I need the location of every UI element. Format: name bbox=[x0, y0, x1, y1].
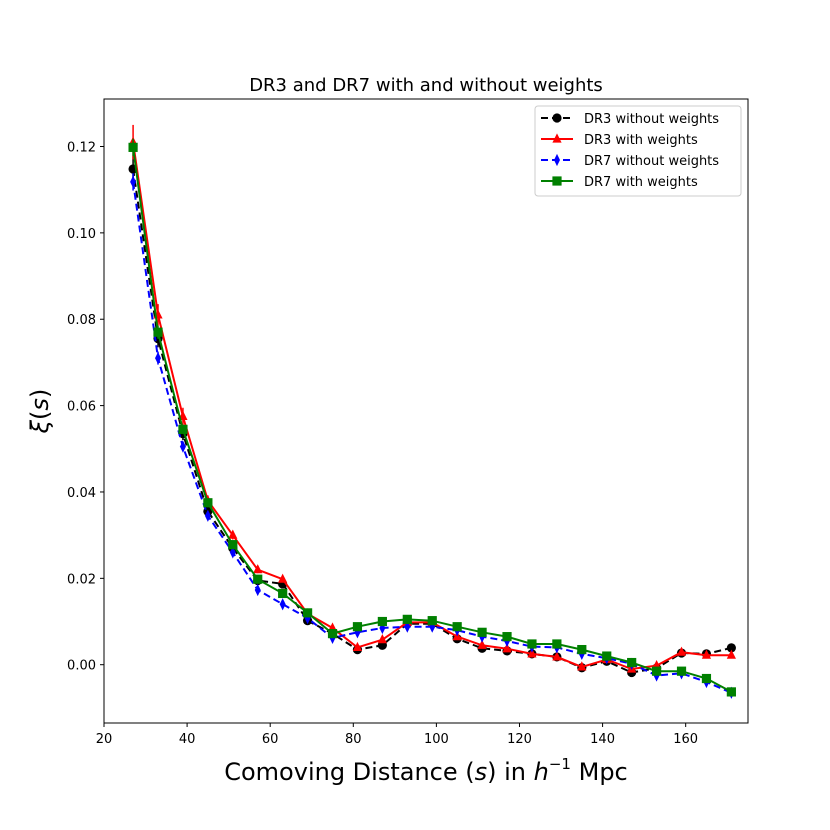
data-point bbox=[502, 632, 512, 642]
legend-entry: DR7 without weights bbox=[541, 153, 719, 169]
x-axis: 20 40 60 80 100 120 140 160 bbox=[96, 723, 698, 747]
y-tick-label: 0.12 bbox=[67, 141, 96, 156]
x-tick-label: 120 bbox=[507, 732, 532, 747]
data-point bbox=[178, 424, 188, 434]
data-point bbox=[228, 529, 238, 539]
y-tick-label: 0.08 bbox=[67, 313, 96, 328]
data-point bbox=[253, 574, 263, 584]
x-tick-label: 60 bbox=[262, 732, 279, 747]
x-tick-label: 80 bbox=[345, 732, 362, 747]
legend-marker bbox=[552, 176, 562, 186]
data-point bbox=[377, 634, 387, 644]
x-tick-label: 140 bbox=[590, 732, 615, 747]
plot-frame bbox=[103, 98, 749, 724]
plot-area bbox=[103, 98, 749, 724]
x-tick-label: 20 bbox=[96, 732, 113, 747]
data-point bbox=[726, 687, 736, 697]
y-tick-label: 0.06 bbox=[67, 400, 96, 415]
data-point bbox=[203, 498, 213, 508]
data-point bbox=[327, 629, 338, 639]
y-tick-label: 0.02 bbox=[67, 572, 96, 587]
y-axis: 0.00 0.02 0.04 0.06 0.08 0.10 0.12 bbox=[67, 141, 104, 674]
data-point bbox=[377, 616, 387, 627]
y-axis-label: ξ(s) bbox=[26, 389, 54, 435]
data-point bbox=[527, 639, 537, 649]
data-point bbox=[229, 546, 236, 559]
data-point bbox=[404, 620, 411, 633]
data-point bbox=[254, 583, 261, 597]
data-point bbox=[427, 616, 437, 626]
data-point bbox=[726, 643, 736, 653]
y-tick-label: 0.00 bbox=[67, 659, 96, 674]
data-point bbox=[577, 661, 587, 671]
data-point bbox=[278, 573, 288, 583]
data-point bbox=[352, 641, 363, 652]
data-point bbox=[429, 620, 436, 633]
x-tick-label: 160 bbox=[673, 732, 698, 747]
legend-marker bbox=[552, 133, 562, 143]
legend-label: DR7 without weights bbox=[584, 154, 719, 169]
x-axis-label: Comoving Distance (s) in h−1 Mpc bbox=[224, 755, 628, 786]
data-point bbox=[577, 644, 587, 655]
x-tick-label: 40 bbox=[179, 732, 196, 747]
x-tick-label: 100 bbox=[424, 732, 449, 747]
data-point bbox=[179, 440, 186, 453]
y-tick-label: 0.04 bbox=[67, 486, 96, 501]
legend: DR3 without weights DR3 with weights DR7 w… bbox=[534, 105, 742, 197]
legend-items: DR3 without weights DR3 with weights DR7 w… bbox=[541, 112, 719, 190]
legend-box bbox=[534, 105, 742, 197]
data-point bbox=[128, 142, 138, 152]
data-point bbox=[352, 622, 363, 632]
data-point bbox=[627, 657, 637, 668]
data-point bbox=[701, 649, 712, 659]
y-tick-label: 0.10 bbox=[67, 227, 96, 242]
data-point bbox=[502, 643, 512, 653]
data-point bbox=[402, 614, 412, 624]
legend-label: DR7 with weights bbox=[584, 175, 698, 190]
data-point bbox=[204, 509, 211, 522]
data-point bbox=[651, 666, 662, 676]
data-point bbox=[253, 564, 263, 574]
data-point bbox=[302, 608, 313, 618]
data-point bbox=[477, 639, 487, 649]
data-point bbox=[477, 627, 487, 637]
series-layer bbox=[128, 124, 736, 699]
data-point bbox=[552, 639, 562, 649]
data-point bbox=[726, 649, 736, 659]
chart-title: DR3 and DR7 with and without weights bbox=[249, 75, 603, 96]
data-point bbox=[155, 352, 162, 365]
data-point bbox=[278, 588, 288, 599]
data-point bbox=[527, 648, 537, 658]
data-point bbox=[153, 327, 163, 337]
data-point bbox=[602, 651, 612, 661]
legend-entry: DR3 without weights bbox=[541, 112, 719, 127]
legend-entry: DR3 with weights bbox=[541, 133, 698, 148]
data-point bbox=[701, 673, 712, 684]
data-point bbox=[130, 175, 137, 189]
data-point bbox=[676, 666, 687, 676]
legend-marker bbox=[552, 113, 562, 123]
legend-label: DR3 without weights bbox=[584, 112, 719, 127]
legend-marker bbox=[554, 153, 560, 167]
data-point bbox=[279, 598, 286, 611]
legend-label: DR3 with weights bbox=[584, 133, 698, 148]
data-point bbox=[552, 651, 562, 661]
legend-entry: DR7 with weights bbox=[541, 175, 698, 190]
series-dr7-with-weights bbox=[128, 138, 736, 697]
data-point bbox=[676, 646, 687, 656]
data-point bbox=[228, 540, 238, 550]
data-point bbox=[452, 622, 462, 632]
